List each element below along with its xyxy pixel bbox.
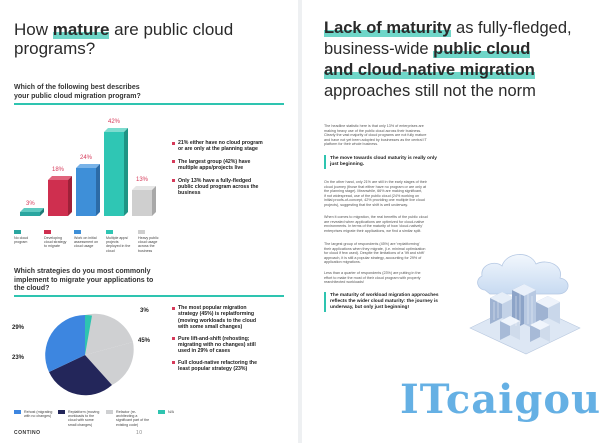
pie-legend: Rehost (migrating with no changes) Repla… (14, 410, 184, 427)
legend-label-2: Developing cloud strategy to migrate (44, 236, 67, 249)
legend-label-1: No cloud program (14, 236, 29, 245)
cloud-shape (477, 254, 569, 295)
pie-label-na: 3% (140, 308, 149, 314)
bar-no-cloud-program (20, 208, 44, 216)
bar-label-3: 24% (80, 155, 93, 161)
bullet-item: Only 13% have a fully-fledged public clo… (172, 178, 292, 197)
pie-slice-replatform-top (85, 313, 133, 355)
bullet-item: Full cloud-native refactoring the least … (172, 360, 294, 373)
callout-2-bar (324, 292, 326, 312)
paragraph-5: Less than a quarter of respondents (23%)… (324, 271, 421, 285)
building-1 (490, 292, 514, 324)
cloud-city-illustration (469, 254, 581, 355)
right-title: Lack of maturity as fully-fledged, busin… (324, 19, 572, 100)
paragraph-3: When it comes to migration, the real ben… (324, 215, 428, 233)
paragraph-2: On the other hand, only 21% are still in… (324, 180, 427, 207)
bar-label-2: 18% (52, 167, 65, 173)
question-2-underline (14, 295, 284, 297)
bullet-marker-icon (172, 361, 175, 365)
building-5 (530, 320, 550, 342)
pie-slice-refactor (49, 355, 112, 396)
bar-label-1: 3% (26, 201, 35, 207)
legend-swatch-3 (74, 230, 81, 234)
maturity-bar-chart: 3% 18% 24% 42% 13% (20, 119, 156, 216)
right-page: Lack of maturity as fully-fledged, busin… (302, 0, 600, 443)
pie-label-replatform: 45% (138, 338, 151, 344)
pie-slice-rehost (45, 315, 85, 372)
bar-multiple-apps (104, 128, 128, 216)
callout-1: The move towards cloud maturity is reall… (330, 156, 437, 167)
strategy-pie-chart (45, 313, 134, 396)
legend-swatch-2 (44, 230, 51, 234)
bullet-item: The largest group (42%) have multiple ap… (172, 159, 292, 172)
question-1-underline (14, 103, 284, 105)
bullet-marker-icon (172, 306, 175, 310)
page-gutter (298, 0, 302, 443)
pie-label-refactor: 23% (12, 355, 25, 361)
pie-legend-swatch-4 (158, 410, 165, 414)
callout-1-bar (324, 155, 326, 169)
bullet-item: The most popular migration strategy (45%… (172, 305, 294, 331)
bar-initial-assessment (76, 164, 100, 216)
pie-bullets: The most popular migration strategy (45%… (172, 305, 294, 373)
callout-2: The maturity of workload migration appro… (330, 293, 439, 310)
legend-label-4: Multiple apps/ projects deployed in the … (106, 236, 131, 253)
bullet-item: Pure lift-and-shift (rehosting; migratin… (172, 336, 294, 355)
bullet-marker-icon (172, 179, 175, 183)
bar-bullets: 21% either have no cloud program or are … (172, 140, 292, 197)
legend-swatch-5 (138, 230, 145, 234)
watermark-logo: ITcaigou (400, 376, 600, 423)
pie-legend-swatch-1 (14, 410, 21, 414)
pie-legend-label-4: N/A (168, 410, 174, 414)
building-3 (536, 296, 560, 324)
pie-legend-swatch-2 (58, 410, 65, 414)
pie-legend-label-2: Replatform (moving workloads to the clou… (68, 410, 100, 427)
footer-brand: CONTINO (14, 430, 41, 436)
left-title: How mature are public cloud programs? (14, 20, 234, 58)
bar-developing-strategy (48, 176, 72, 216)
paragraph-1: The headline statistic here is that only… (324, 124, 427, 147)
pie-legend-label-1: Rehost (migrating with no changes) (24, 410, 53, 419)
bar-label-4: 42% (108, 119, 121, 125)
legend-label-5: Heavy public cloud usage across the busi… (138, 236, 159, 253)
legend-swatch-1 (14, 230, 21, 234)
footer-page-number: 10 (136, 430, 143, 436)
pie-legend-label-3: Refactor (re-architecting a significant … (116, 410, 150, 427)
pie-legend-swatch-3 (106, 410, 113, 414)
bar-heavy-usage (132, 186, 156, 216)
bullet-item: 21% either have no cloud program or are … (172, 140, 292, 153)
pie-slice-replatform (85, 342, 134, 385)
window-lines (493, 294, 533, 326)
building-2 (512, 284, 536, 330)
question-2: Which strategies do you most commonly im… (14, 268, 154, 292)
left-page: How mature are public cloud programs? Wh… (0, 0, 298, 443)
bullet-marker-icon (172, 141, 175, 145)
legend-label-3: Work on initial assessment on cloud usag… (74, 236, 99, 249)
bar-legend: No cloud program Developing cloud strate… (14, 230, 164, 253)
pie-label-rehost: 29% (12, 325, 25, 331)
pie-slice-na (85, 314, 92, 355)
legend-swatch-4 (106, 230, 113, 234)
bullet-marker-icon (172, 160, 175, 164)
bullet-marker-icon (172, 337, 175, 341)
paragraph-4: The largest group of respondents (45%) a… (324, 242, 426, 265)
building-4 (500, 316, 520, 340)
question-1: Which of the following best describes yo… (14, 84, 141, 100)
bar-label-5: 13% (136, 177, 149, 183)
